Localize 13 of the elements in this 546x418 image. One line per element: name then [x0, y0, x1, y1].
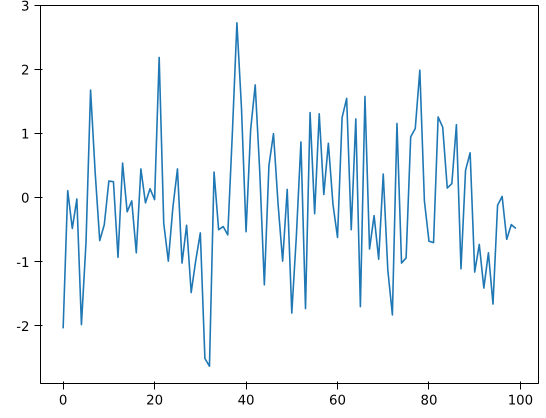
x-tick-label: 0 — [58, 394, 68, 408]
x-tick-label: 20 — [146, 394, 164, 408]
x-tick-label: 80 — [420, 394, 438, 408]
y-tick-label: 0 — [21, 192, 30, 207]
y-tick-label: -2 — [16, 320, 30, 335]
x-tick-label: 100 — [508, 394, 534, 408]
y-tick-label: 3 — [21, 0, 30, 14]
x-tick-label: 40 — [238, 394, 255, 408]
y-tick-label: 2 — [21, 64, 30, 79]
x-tick-label: 60 — [329, 394, 346, 408]
line-series — [62, 22, 517, 367]
y-tick-label: 1 — [21, 128, 30, 143]
y-tick-label: -1 — [16, 256, 30, 271]
